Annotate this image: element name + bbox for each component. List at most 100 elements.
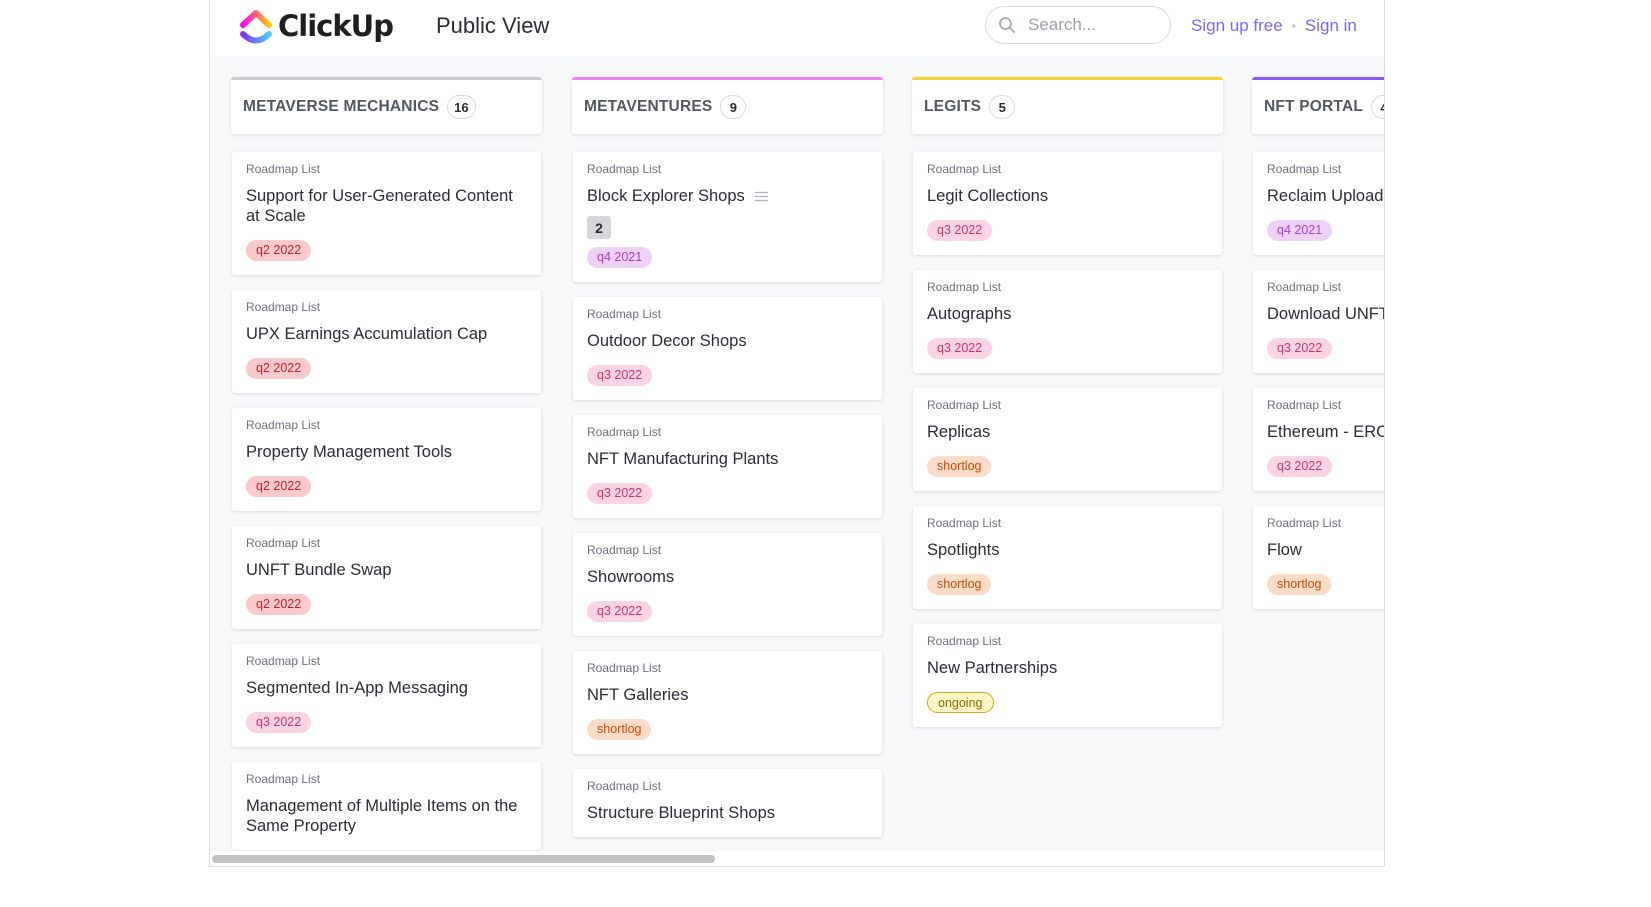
task-title[interactable]: Support for User-Generated Content at Sc… [246, 186, 527, 226]
task-card[interactable]: Roadmap List NFT Galleries shortlog [573, 651, 882, 754]
tag-q3[interactable]: q3 2022 [1267, 456, 1333, 477]
tag-q2[interactable]: q2 2022 [246, 240, 312, 261]
column-header[interactable]: METAVERSE MECHANICS 16 [231, 77, 542, 134]
column-header[interactable]: NFT PORTAL 4 [1252, 77, 1384, 134]
task-card[interactable]: Roadmap List Download UNFTs q3 2022 [1253, 270, 1384, 373]
sign-in-link[interactable]: Sign in [1304, 16, 1357, 35]
sign-up-link[interactable]: Sign up free [1191, 16, 1283, 35]
tag-q3[interactable]: q3 2022 [587, 483, 653, 504]
column-count-badge: 9 [720, 95, 747, 119]
tag-q4[interactable]: q4 2021 [1267, 220, 1333, 241]
task-title-text: New Partnerships [927, 659, 1058, 677]
tag-q4[interactable]: q4 2021 [587, 247, 653, 268]
task-title[interactable]: Showrooms [587, 567, 868, 587]
task-card[interactable]: Roadmap List Spotlights shortlog [913, 506, 1222, 609]
scrollbar-thumb[interactable] [212, 855, 715, 863]
task-title-text: Replicas [927, 423, 991, 441]
tag-q2[interactable]: q2 2022 [246, 594, 312, 615]
board-column: METAVENTURES 9 Roadmap List Block Explorer … [572, 77, 883, 851]
task-list-name: Roadmap List [246, 772, 321, 786]
board-column: LEGITS 5 Roadmap List Legit Collections q3 2… [912, 77, 1223, 742]
horizontal-scrollbar[interactable] [210, 851, 1384, 866]
task-card[interactable]: Roadmap List Reclaim Uploaded NFTs q4 2021 [1253, 152, 1384, 255]
tag-shortlog[interactable]: shortlog [927, 456, 992, 477]
task-title-text: Autographs [927, 305, 1012, 323]
tag-q2[interactable]: q2 2022 [246, 476, 312, 497]
column-title: METAVENTURES [584, 98, 713, 115]
task-title[interactable]: Autographs [927, 304, 1208, 324]
task-title[interactable]: Flow [1267, 540, 1384, 560]
task-title-text: Showrooms [587, 568, 675, 586]
task-list-name: Roadmap List [927, 516, 1002, 530]
task-title[interactable]: Spotlights [927, 540, 1208, 560]
task-title[interactable]: Block Explorer Shops [587, 186, 868, 206]
tag-shortlog[interactable]: shortlog [587, 719, 652, 740]
task-card[interactable]: Roadmap List Block Explorer Shops 2 q4 2021 [573, 152, 882, 282]
search-box[interactable] [985, 6, 1171, 44]
task-title[interactable]: Management of Multiple Items on the Same… [246, 796, 527, 836]
task-card[interactable]: Roadmap List Outdoor Decor Shops q3 2022 [573, 297, 882, 400]
task-title[interactable]: New Partnerships [927, 658, 1208, 678]
task-title-text: Management of Multiple Items on the Same… [246, 797, 518, 835]
search-input[interactable] [1026, 14, 1160, 36]
task-card[interactable]: Roadmap List NFT Manufacturing Plants q3 2… [573, 415, 882, 518]
task-title[interactable]: Legit Collections [927, 186, 1208, 206]
task-title[interactable]: Reclaim Uploaded NFTs [1267, 186, 1384, 206]
task-card[interactable]: Roadmap List Structure Blueprint Shops [573, 769, 882, 837]
card-list: Roadmap List Legit Collections q3 2022 Road… [912, 152, 1223, 727]
tag-q3[interactable]: q3 2022 [246, 712, 312, 733]
task-card[interactable]: Roadmap List Management of Multiple Items… [232, 762, 541, 850]
task-card[interactable]: Roadmap List Segmented In-App Messaging q3… [232, 644, 541, 747]
tag-q3[interactable]: q3 2022 [587, 601, 653, 622]
task-title[interactable]: Download UNFTs [1267, 304, 1384, 324]
task-title[interactable]: Property Management Tools [246, 442, 527, 462]
task-list-name: Roadmap List [1267, 516, 1342, 530]
task-title[interactable]: Structure Blueprint Shops [587, 803, 868, 823]
task-list-name: Roadmap List [587, 779, 662, 793]
description-icon [754, 191, 768, 201]
card-list: Roadmap List Reclaim Uploaded NFTs q4 2021… [1252, 152, 1384, 609]
board: METAVERSE MECHANICS 16 Roadmap List Support… [210, 56, 1384, 851]
tag-shortlog[interactable]: shortlog [927, 574, 992, 595]
task-list-name: Roadmap List [246, 162, 321, 176]
task-title[interactable]: UNFT Bundle Swap [246, 560, 527, 580]
task-title[interactable]: Ethereum - ERC [1267, 422, 1384, 442]
task-card[interactable]: Roadmap List UNFT Bundle Swap q2 2022 [232, 526, 541, 629]
task-card[interactable]: Roadmap List UPX Earnings Accumulation Ca… [232, 290, 541, 393]
column-title: METAVERSE MECHANICS [243, 98, 440, 115]
column-count-badge: 4 [1371, 95, 1384, 119]
task-title-text: Flow [1267, 541, 1302, 559]
task-title[interactable]: NFT Galleries [587, 685, 868, 705]
task-title-text: Structure Blueprint Shops [587, 804, 776, 822]
subtask-count-badge[interactable]: 2 [587, 216, 611, 239]
task-title[interactable]: NFT Manufacturing Plants [587, 449, 868, 469]
task-card[interactable]: Roadmap List Autographs q3 2022 [913, 270, 1222, 373]
task-card[interactable]: Roadmap List Legit Collections q3 2022 [913, 152, 1222, 255]
task-card[interactable]: Roadmap List Showrooms q3 2022 [573, 533, 882, 636]
tag-q3[interactable]: q3 2022 [927, 220, 993, 241]
tag-q3[interactable]: q3 2022 [927, 338, 993, 359]
tag-ongoing[interactable]: ongoing [927, 692, 994, 713]
task-card[interactable]: Roadmap List New Partnerships ongoing [913, 624, 1222, 727]
task-title-text: Segmented In-App Messaging [246, 679, 468, 697]
column-header[interactable]: METAVENTURES 9 [572, 77, 883, 134]
task-card[interactable]: Roadmap List Replicas shortlog [913, 388, 1222, 491]
task-list-name: Roadmap List [246, 418, 321, 432]
task-title[interactable]: Segmented In-App Messaging [246, 678, 527, 698]
clickup-logo[interactable]: ClickUp [240, 6, 394, 46]
task-title[interactable]: Replicas [927, 422, 1208, 442]
tag-shortlog[interactable]: shortlog [1267, 574, 1332, 595]
task-card[interactable]: Roadmap List Ethereum - ERC q3 2022 [1253, 388, 1384, 491]
task-title-text: Spotlights [927, 541, 1000, 559]
task-title-text: Ethereum - ERC [1267, 423, 1384, 441]
column-header[interactable]: LEGITS 5 [912, 77, 1223, 134]
tag-q3[interactable]: q3 2022 [1267, 338, 1333, 359]
task-card[interactable]: Roadmap List Flow shortlog [1253, 506, 1384, 609]
tag-q2[interactable]: q2 2022 [246, 358, 312, 379]
task-list-name: Roadmap List [587, 307, 662, 321]
tag-q3[interactable]: q3 2022 [587, 365, 653, 386]
task-title[interactable]: Outdoor Decor Shops [587, 331, 868, 351]
task-title[interactable]: UPX Earnings Accumulation Cap [246, 324, 527, 344]
task-card[interactable]: Roadmap List Support for User-Generated C… [232, 152, 541, 275]
task-card[interactable]: Roadmap List Property Management Tools q2 … [232, 408, 541, 511]
